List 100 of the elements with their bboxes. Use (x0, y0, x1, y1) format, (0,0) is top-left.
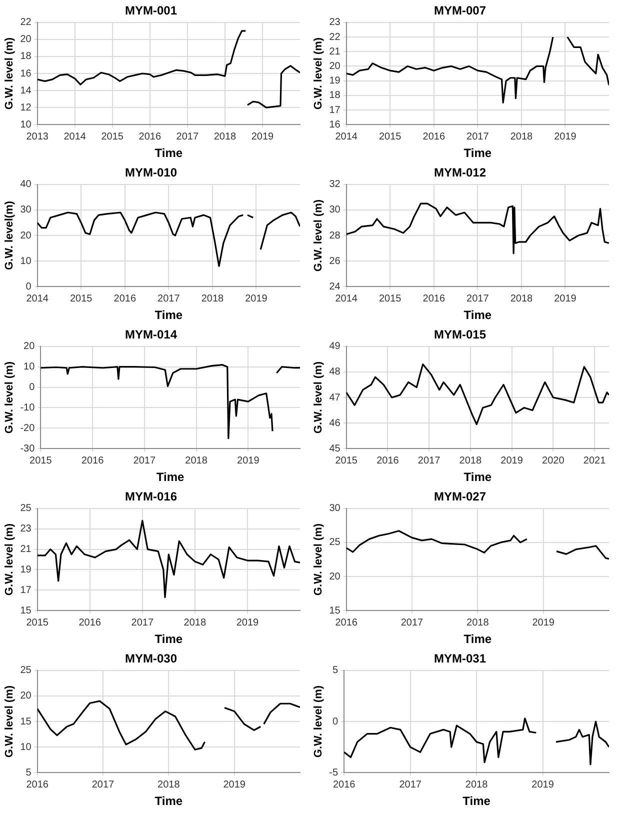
y-tick-label: 22 (20, 17, 32, 28)
x-tick-label: 2019 (236, 617, 260, 628)
x-axis-title: Time (462, 794, 491, 808)
y-tick-label: 15 (329, 605, 341, 616)
x-tick-label: 2016 (81, 455, 104, 466)
x-tick-label: 2018 (185, 455, 208, 466)
chart-title: MYM-015 (434, 328, 486, 342)
x-tick-label: 2018 (158, 779, 180, 790)
y-tick-label: 46 (329, 418, 341, 429)
x-tick-label: 2016 (422, 293, 446, 304)
x-tick-label: 2017 (466, 293, 490, 304)
y-tick-label: 21 (329, 46, 341, 58)
chart-title: MYM-007 (434, 4, 486, 18)
y-tick-label: 22 (329, 32, 341, 43)
y-axis-title: G.W. level (m) (4, 523, 16, 596)
x-tick-label: 2016 (422, 131, 446, 142)
x-tick-label: 2019 (532, 779, 554, 790)
x-tick-label: 2019 (223, 779, 246, 790)
y-tick-label: 40 (20, 179, 32, 190)
x-tick-label: 2015 (26, 617, 49, 628)
x-axis-title: Time (464, 146, 492, 160)
x-tick-label: 2015 (378, 293, 402, 304)
y-tick-label: 25 (329, 537, 341, 548)
y-axis-title: G.W. level (m) (4, 685, 16, 758)
y-tick-label: 21 (20, 544, 32, 556)
y-tick-label: 30 (329, 503, 341, 514)
chart-title: MYM-027 (434, 490, 486, 504)
x-axis-title: Time (154, 794, 183, 808)
y-tick-label: 18 (20, 51, 32, 62)
chart-title: MYM-030 (124, 652, 178, 666)
x-tick-label: 2016 (376, 455, 400, 466)
x-tick-label: 2015 (335, 455, 358, 466)
x-tick-label: 2016 (138, 131, 162, 142)
x-tick-label: 2014 (335, 293, 358, 304)
x-tick-label: 2019 (500, 455, 524, 466)
x-tick-label: 2017 (399, 779, 422, 790)
x-tick-label: 2017 (133, 455, 156, 466)
y-tick-label: 24 (329, 281, 341, 292)
x-axis-title: Time (464, 308, 492, 322)
x-axis-title: Time (464, 632, 492, 646)
y-axis-title: G.W. level (m) (312, 199, 325, 272)
x-axis-title: Time (464, 470, 492, 484)
y-tick-label: 17 (20, 584, 32, 596)
y-tick-label: 25 (20, 503, 32, 514)
x-tick-label: 2019 (554, 293, 577, 304)
y-tick-label: 16 (20, 68, 32, 80)
y-tick-label: 25 (20, 665, 32, 676)
chart-title: MYM-001 (124, 4, 178, 18)
x-tick-label: 2019 (245, 293, 268, 304)
y-tick-label: -10 (20, 402, 36, 414)
y-tick-label: 20 (20, 690, 32, 702)
x-tick-label: 2018 (201, 293, 224, 304)
chart-title: MYM-016 (124, 490, 178, 504)
x-tick-label: 2017 (158, 293, 180, 304)
x-tick-label: 2018 (510, 131, 533, 142)
y-tick-label: 26 (329, 256, 341, 267)
y-tick-label: 10 (20, 742, 32, 753)
y-tick-label: 20 (329, 571, 341, 582)
x-tick-label: 2013 (26, 131, 49, 142)
x-tick-label: 2018 (466, 617, 490, 628)
y-tick-label: 17 (329, 104, 341, 116)
chart-title: MYM-012 (434, 166, 486, 180)
y-axis-title: G.W. level(m) (4, 200, 16, 270)
y-tick-label: 23 (20, 524, 32, 535)
x-tick-label: 2021 (583, 455, 606, 466)
x-tick-label: 2019 (251, 131, 274, 142)
x-tick-label: 2016 (335, 617, 358, 628)
x-tick-label: 2014 (64, 131, 86, 142)
y-tick-label: 19 (329, 76, 341, 87)
y-axis-title: G.W. level (m) (312, 685, 325, 758)
y-tick-label: 19 (20, 564, 32, 576)
y-tick-label: 30 (329, 204, 341, 216)
x-tick-label: 2015 (70, 293, 93, 304)
x-tick-label: 2017 (92, 779, 115, 790)
x-tick-label: 2016 (114, 293, 136, 304)
x-axis-title: Time (156, 470, 185, 484)
x-tick-label: 2014 (335, 131, 358, 142)
x-tick-label: 2015 (30, 455, 52, 466)
x-tick-label: 2019 (554, 131, 577, 142)
y-tick-label: 20 (24, 341, 36, 352)
x-axis-title: Time (154, 632, 183, 646)
x-tick-label: 2018 (214, 131, 237, 142)
y-tick-label: 20 (329, 60, 341, 72)
y-tick-label: 48 (329, 366, 341, 378)
y-tick-label: 10 (24, 362, 36, 373)
x-tick-label: 2017 (131, 617, 154, 628)
x-tick-label: 2016 (332, 779, 356, 790)
x-tick-label: 2017 (176, 131, 199, 142)
x-tick-label: 2017 (400, 617, 424, 628)
chart-title: MYM-031 (434, 652, 486, 666)
y-tick-label: 32 (329, 179, 341, 190)
y-tick-label: 23 (329, 17, 341, 28)
y-axis-title: G.W. level (m) (4, 37, 16, 110)
y-tick-label: 5 (26, 767, 32, 778)
y-tick-label: 0 (26, 281, 32, 292)
y-tick-label: -20 (20, 422, 36, 434)
y-tick-label: 20 (20, 230, 32, 242)
x-tick-label: 2019 (532, 617, 555, 628)
x-tick-label: 2018 (510, 293, 533, 304)
y-tick-label: 10 (20, 119, 32, 130)
